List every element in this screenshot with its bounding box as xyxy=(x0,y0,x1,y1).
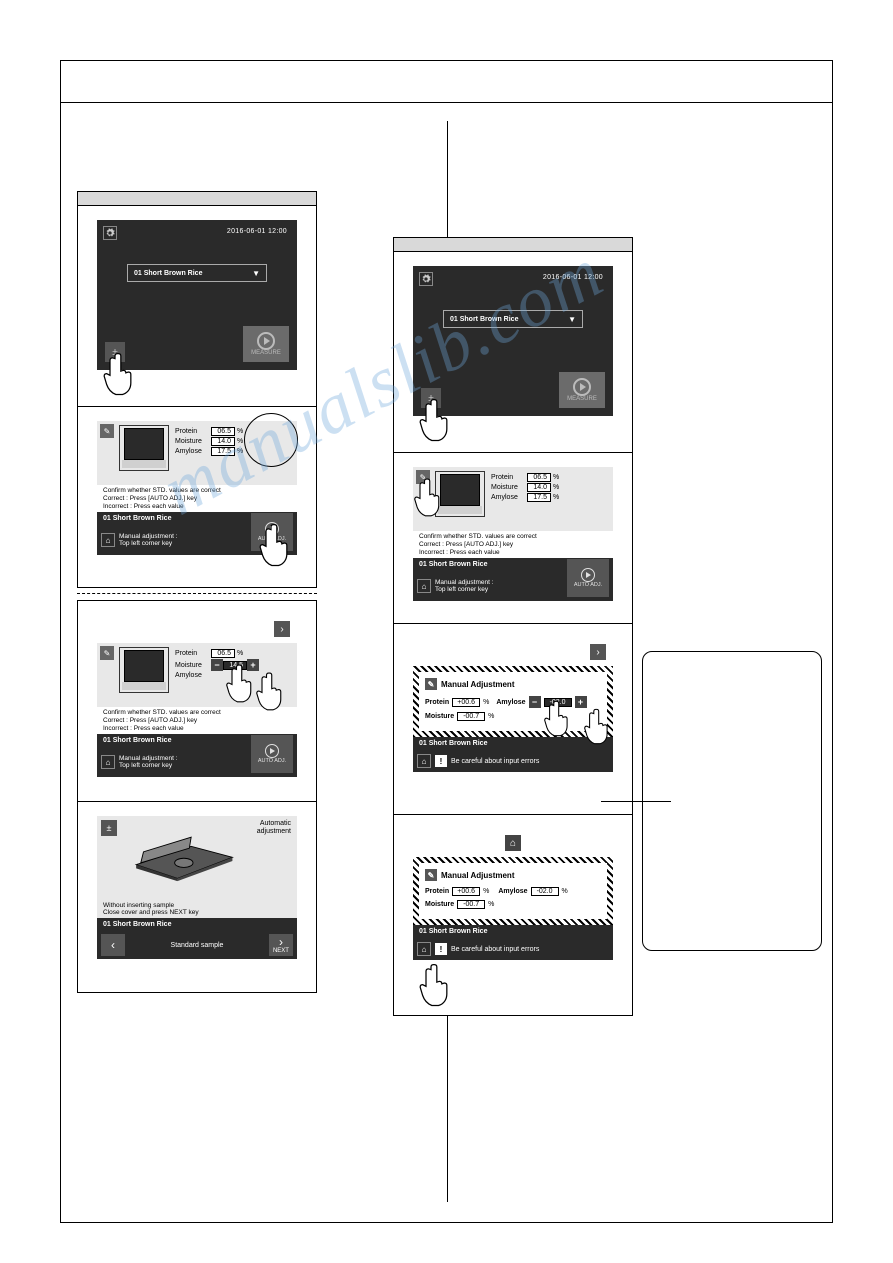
highlight-circle xyxy=(244,413,298,467)
panel-home-screen: 2016-06-01 12:00 01 Short Brown Rice ▼ M… xyxy=(77,191,317,407)
minus-button[interactable]: − xyxy=(211,659,223,671)
gear-icon[interactable] xyxy=(419,272,433,286)
home-icon[interactable]: ⌂ xyxy=(417,579,431,593)
dropdown-label: 01 Short Brown Rice xyxy=(134,270,202,277)
measure-button[interactable]: MEASURE xyxy=(559,372,605,408)
play-icon xyxy=(257,332,275,350)
hand-icon xyxy=(418,398,454,448)
dashed-separator xyxy=(77,593,317,594)
manual-adj-screen-done: ✎Manual Adjustment Protein +00.6% Amylos… xyxy=(413,857,613,960)
sample-dropdown[interactable]: 01 Short Brown Rice ▼ xyxy=(443,310,583,328)
chevron-right-icon: › xyxy=(274,621,290,637)
home-icon: ⌂ xyxy=(505,835,521,851)
hand-icon xyxy=(226,661,256,711)
hand-icon xyxy=(102,352,138,402)
dropdown-label: 01 Short Brown Rice xyxy=(450,316,518,323)
moisture-offset[interactable]: -00.7 xyxy=(457,712,485,721)
gear-icon[interactable] xyxy=(103,226,117,240)
adjust-icon[interactable]: ✎ xyxy=(100,646,114,660)
timestamp: 2016-06-01 12:00 xyxy=(227,228,287,235)
auto-adj-title: Automaticadjustment xyxy=(257,820,291,835)
panel-manual-adj-done: ⌂ ✎Manual Adjustment Protein +00.6% Amyl… xyxy=(393,814,633,1016)
chevron-down-icon: ▼ xyxy=(252,269,260,278)
std-sample-label: Standard sample xyxy=(171,942,224,949)
panel-manual-adj-edit: › ✎Manual Adjustment Protein +00.6% Amyl… xyxy=(393,623,633,815)
callout-line xyxy=(601,801,671,802)
next-button[interactable]: ›NEXT xyxy=(269,934,293,956)
device-image xyxy=(119,647,169,693)
back-button[interactable]: ‹ xyxy=(101,934,125,956)
hand-icon xyxy=(584,704,612,754)
play-icon xyxy=(265,744,279,758)
hand-icon xyxy=(258,523,294,573)
panel-edit-value: › ✎ Protein06.5% Moisture − 14.5 + Am xyxy=(77,600,317,802)
pm-icon: ± xyxy=(101,820,117,836)
home-icon[interactable]: ⌂ xyxy=(417,754,431,768)
title-box xyxy=(61,61,832,103)
sample-dropdown[interactable]: 01 Short Brown Rice ▼ xyxy=(127,264,267,282)
warn-text: Be careful about input errors xyxy=(451,758,539,765)
protein-offset[interactable]: +00.6 xyxy=(452,698,480,707)
measure-button[interactable]: MEASURE xyxy=(243,326,289,362)
auto-adj-button[interactable]: AUTO ADJ. xyxy=(567,559,609,597)
edit-icon: ✎ xyxy=(425,678,437,690)
timestamp: 2016-06-01 12:00 xyxy=(543,274,603,281)
hand-icon xyxy=(256,669,286,719)
device-screen: 2016-06-01 12:00 01 Short Brown Rice ▼ M… xyxy=(413,266,613,416)
bottom-bar: ⌂ Manual adjustment :Top left corner key… xyxy=(97,747,297,777)
auto-adj-button[interactable]: AUTO ADJ. xyxy=(251,735,293,773)
measure-label: MEASURE xyxy=(251,350,281,356)
hand-icon xyxy=(414,475,444,525)
device-3d-image xyxy=(127,828,237,884)
home-icon[interactable]: ⌂ xyxy=(101,533,115,547)
warning-icon: ! xyxy=(435,755,447,767)
panel-auto-adjustment: ± Automaticadjustment xyxy=(77,801,317,993)
chevron-right-icon: › xyxy=(590,644,606,660)
device-image xyxy=(119,425,169,471)
device-screen: 2016-06-01 12:00 01 Short Brown Rice ▼ M… xyxy=(97,220,297,370)
auto-msg: Without inserting sample Close cover and… xyxy=(97,900,297,918)
panel-confirm-values: ✎ Protein06.5% Moisture14.0% Amylose17.5… xyxy=(77,406,317,588)
manual-adj-title: Manual Adjustment xyxy=(441,680,514,689)
home-icon[interactable]: ⌂ xyxy=(101,755,115,769)
adjust-icon[interactable]: ✎ xyxy=(100,424,114,438)
minus-button[interactable]: − xyxy=(529,696,541,708)
chevron-down-icon: ▼ xyxy=(568,315,576,324)
home-icon[interactable]: ⌂ xyxy=(417,942,431,956)
sample-bar: 01 Short Brown Rice xyxy=(97,918,297,931)
std-values: Protein06.5% Moisture14.0% Amylose17.5% xyxy=(175,427,243,457)
edit-icon: ✎ xyxy=(425,869,437,881)
panel-confirm-values-r: ✎ Protein06.5% Moisture14.0% Amylose17.5… xyxy=(393,452,633,624)
manual-adj-screen: ✎Manual Adjustment Protein +00.6% Amylos… xyxy=(413,666,613,772)
hand-icon xyxy=(544,696,572,746)
auto-adj-screen: ± Automaticadjustment xyxy=(97,816,297,959)
warning-icon: ! xyxy=(435,943,447,955)
play-icon xyxy=(573,378,591,396)
hand-icon xyxy=(418,963,454,1013)
panel-home-screen-r: 2016-06-01 12:00 01 Short Brown Rice ▼ M… xyxy=(393,237,633,453)
confirm-message: Confirm whether STD. values are correct … xyxy=(97,485,297,512)
